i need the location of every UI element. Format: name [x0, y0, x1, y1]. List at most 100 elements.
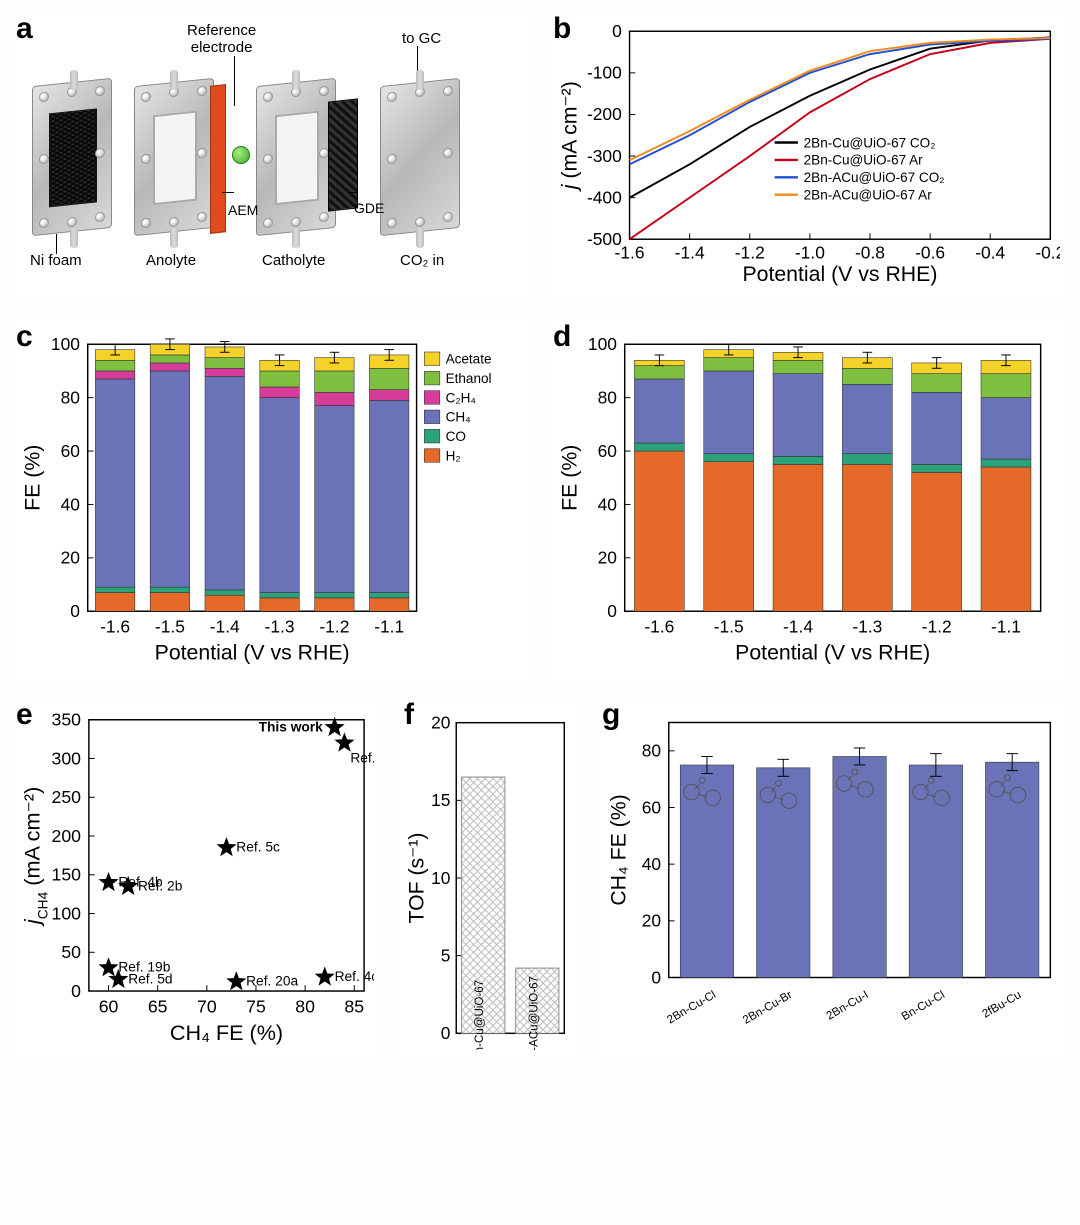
svg-text:-0.8: -0.8 [855, 243, 885, 263]
svg-text:20: 20 [431, 712, 450, 732]
bottom-row: e 606570758085050100150200250300350Ref. … [12, 698, 1068, 1058]
svg-text:Ref. 2b: Ref. 2b [138, 878, 183, 893]
panel-c-stackedbar: 020406080100-1.6-1.5-1.4-1.3-1.2-1.1Pote… [20, 328, 523, 672]
flowcell-schematic: Reference electrode to GC [42, 42, 521, 292]
panel-e-scatter: 606570758085050100150200250300350Ref. 4b… [20, 706, 374, 1050]
svg-text:10: 10 [431, 868, 450, 888]
svg-text:40: 40 [598, 494, 617, 514]
svg-text:-1.0: -1.0 [795, 243, 825, 263]
svg-text:-100: -100 [587, 63, 622, 83]
ann-anolyte: Anolyte [146, 252, 196, 269]
svg-text:TOF (s⁻¹): TOF (s⁻¹) [408, 833, 428, 924]
ann-to-gc: to GC [402, 30, 441, 47]
ann-ref-text: Reference electrode [187, 22, 256, 56]
svg-text:200: 200 [52, 826, 82, 846]
svg-text:Ref. 4d: Ref. 4d [350, 751, 374, 766]
svg-text:2Bn-ACu@UiO-67 CO₂: 2Bn-ACu@UiO-67 CO₂ [804, 170, 945, 185]
svg-text:jCH4 (mA cm⁻²): jCH4 (mA cm⁻²) [20, 787, 50, 927]
svg-text:60: 60 [99, 997, 119, 1017]
svg-text:350: 350 [52, 710, 82, 730]
svg-text:-1.1: -1.1 [374, 617, 404, 637]
svg-text:Ethanol: Ethanol [446, 371, 492, 386]
ann-aem: AEM [228, 202, 258, 218]
svg-text:FE (%): FE (%) [20, 445, 44, 511]
ann-nifoam: Ni foam [30, 252, 82, 269]
svg-text:60: 60 [61, 441, 80, 461]
svg-text:-0.6: -0.6 [915, 243, 945, 263]
ann-catholyte: Catholyte [262, 252, 325, 269]
svg-text:20: 20 [598, 548, 617, 568]
gde-icon [328, 98, 358, 211]
svg-text:-1.1: -1.1 [991, 617, 1021, 637]
panel-g-bar: 0204060802Bn-Cu-Cl2Bn-Cu-Br2Bn-Cu-IBn-Cu… [606, 706, 1060, 1050]
panel-c: c 020406080100-1.6-1.5-1.4-1.3-1.2-1.1Po… [12, 320, 531, 680]
svg-text:-1.3: -1.3 [852, 617, 882, 637]
svg-text:40: 40 [642, 854, 661, 874]
ann-ref-electrode: Reference electrode [187, 22, 256, 56]
svg-text:Bn-Cu-Cl: Bn-Cu-Cl [900, 989, 947, 1023]
panel-d-stackedbar: 020406080100-1.6-1.5-1.4-1.3-1.2-1.1Pote… [557, 328, 1060, 672]
svg-text:-1.5: -1.5 [155, 617, 185, 637]
svg-text:-0.4: -0.4 [975, 243, 1005, 263]
panel-f-bar: 0 5 10 15 20 2Bn-Cu@UiO-67 2Bn-ACu@UiO-67 TOF (… [408, 706, 572, 1050]
svg-text:This work: This work [259, 719, 324, 734]
svg-text:-0.2: -0.2 [1035, 243, 1060, 263]
svg-text:H₂: H₂ [446, 448, 461, 463]
svg-text:0: 0 [607, 601, 617, 621]
svg-text:-1.2: -1.2 [735, 243, 765, 263]
svg-text:Ref. 5c: Ref. 5c [236, 840, 280, 855]
panel-d: d 020406080100-1.6-1.5-1.4-1.3-1.2-1.1Po… [549, 320, 1068, 680]
svg-text:2Bn-ACu@UiO-67: 2Bn-ACu@UiO-67 [528, 976, 540, 1050]
svg-text:-400: -400 [587, 187, 622, 207]
svg-text:Acetate: Acetate [446, 352, 492, 367]
svg-text:-1.6: -1.6 [644, 617, 674, 637]
panel-f: f 051015202Bn-Cu@UiO-672Bn-ACu@UiO-67TOF… [400, 698, 580, 1058]
panel-b-lineplot: -1.6-1.4-1.2-1.0-0.8-0.6-0.4-0.2-500-400… [557, 20, 1060, 294]
panel-label-a: a [16, 12, 33, 46]
ann-gde: GDE [354, 200, 384, 216]
svg-text:150: 150 [52, 865, 82, 885]
svg-text:250: 250 [52, 787, 82, 807]
aem-icon [210, 84, 226, 234]
svg-text:Potential (V vs RHE): Potential (V vs RHE) [155, 641, 350, 665]
svg-text:5: 5 [441, 945, 451, 965]
svg-text:2Bn-Cu-I: 2Bn-Cu-I [825, 989, 871, 1023]
svg-text:100: 100 [588, 334, 617, 354]
svg-text:j (mA cm⁻²): j (mA cm⁻²) [557, 81, 581, 192]
svg-text:-200: -200 [587, 104, 622, 124]
svg-text:-1.4: -1.4 [210, 617, 240, 637]
svg-text:80: 80 [642, 741, 661, 761]
svg-text:15: 15 [431, 790, 450, 810]
svg-text:2Bn-ACu@UiO-67 Ar: 2Bn-ACu@UiO-67 Ar [804, 188, 933, 203]
nifoam-icon [49, 108, 97, 207]
svg-text:Ref. 5d: Ref. 5d [128, 971, 172, 986]
svg-text:-1.2: -1.2 [922, 617, 952, 637]
figure-grid: a Reference electrode to GC [12, 12, 1068, 1058]
svg-text:75: 75 [246, 997, 266, 1017]
svg-text:2Bn-Cu@UiO-67 CO₂: 2Bn-Cu@UiO-67 CO₂ [804, 135, 936, 150]
svg-text:2Bn-Cu@UiO-67 Ar: 2Bn-Cu@UiO-67 Ar [804, 153, 924, 168]
svg-text:FE (%): FE (%) [557, 445, 581, 511]
svg-text:CH₄: CH₄ [446, 410, 471, 425]
panel-b: b -1.6-1.4-1.2-1.0-0.8-0.6-0.4-0.2-500-4… [549, 12, 1068, 302]
svg-text:0: 0 [612, 21, 622, 41]
svg-text:100: 100 [52, 903, 82, 923]
panel-e: e 606570758085050100150200250300350Ref. … [12, 698, 382, 1058]
ann-co2in: CO₂ in [400, 252, 444, 269]
svg-text:-1.2: -1.2 [319, 617, 349, 637]
svg-text:-500: -500 [587, 229, 622, 249]
svg-text:-1.3: -1.3 [265, 617, 295, 637]
svg-text:C₂H₄: C₂H₄ [446, 390, 476, 405]
ref-electrode-icon [232, 146, 250, 164]
svg-text:0: 0 [651, 967, 661, 987]
svg-text:-1.6: -1.6 [100, 617, 130, 637]
svg-text:0: 0 [441, 1023, 451, 1043]
svg-text:2Bn-Cu-Br: 2Bn-Cu-Br [741, 989, 794, 1027]
svg-text:85: 85 [344, 997, 364, 1017]
svg-text:40: 40 [61, 494, 80, 514]
panel-g: g 0204060802Bn-Cu-Cl2Bn-Cu-Br2Bn-Cu-IBn-… [598, 698, 1068, 1058]
svg-text:60: 60 [642, 797, 661, 817]
panel-a: a Reference electrode to GC [12, 12, 531, 302]
svg-text:2Bn-Cu@UiO-67: 2Bn-Cu@UiO-67 [474, 980, 486, 1050]
svg-text:0: 0 [71, 981, 81, 1001]
